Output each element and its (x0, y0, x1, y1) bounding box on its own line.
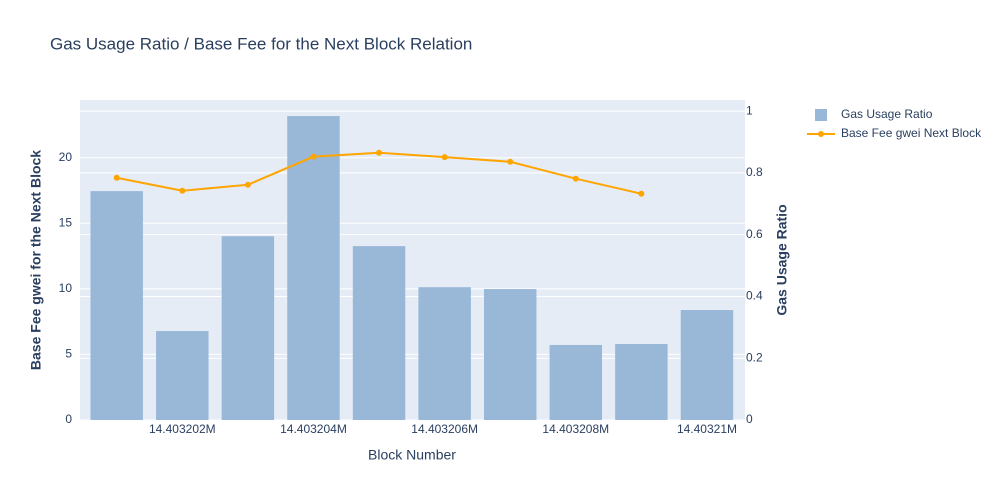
marker (310, 153, 317, 160)
y-tick-label: 15 (59, 215, 73, 229)
legend-swatch (818, 131, 824, 137)
y-tick-label: 10 (59, 281, 73, 295)
marker (244, 181, 251, 188)
legend-label: Base Fee gwei Next Block (841, 126, 982, 140)
marker (638, 190, 645, 197)
marker (572, 175, 579, 182)
marker (507, 158, 514, 165)
y-tick-label: 0 (65, 412, 72, 426)
y2-tick-label: 0.6 (746, 227, 763, 241)
y-axis-title: Base Fee gwei for the Next Block (28, 150, 44, 370)
y2-tick-label: 0 (746, 412, 753, 426)
bar (221, 236, 275, 420)
bar (287, 116, 340, 421)
marker (376, 149, 383, 156)
bar (483, 289, 537, 420)
bar (615, 344, 668, 420)
marker (179, 187, 186, 194)
x-tick-label: 14.403206M (411, 422, 478, 436)
bar (352, 246, 406, 420)
x-tick-label: 14.403204M (280, 422, 347, 436)
x-tick-label: 14.403202M (149, 422, 216, 436)
y-tick-label: 20 (59, 150, 73, 164)
y2-tick-label: 0.4 (746, 289, 763, 303)
marker (113, 174, 120, 181)
y2-tick-label: 0.2 (746, 350, 763, 364)
y2-tick-label: 1 (746, 103, 753, 117)
x-tick-label: 14.40321M (677, 422, 737, 436)
chart-title: Gas Usage Ratio / Base Fee for the Next … (50, 34, 472, 53)
legend-label: Gas Usage Ratio (841, 107, 933, 121)
bar (156, 331, 209, 420)
x-tick-label: 14.403208M (542, 422, 609, 436)
y2-tick-label: 0.8 (746, 165, 763, 179)
legend-swatch (815, 109, 827, 121)
bar (549, 344, 603, 420)
bar (418, 287, 471, 420)
x-axis-title: Block Number (368, 447, 456, 463)
y2-axis-title: Gas Usage Ratio (774, 204, 790, 315)
marker (441, 154, 448, 161)
bar (680, 310, 734, 420)
bar (90, 191, 143, 420)
y-tick-label: 5 (65, 347, 72, 361)
